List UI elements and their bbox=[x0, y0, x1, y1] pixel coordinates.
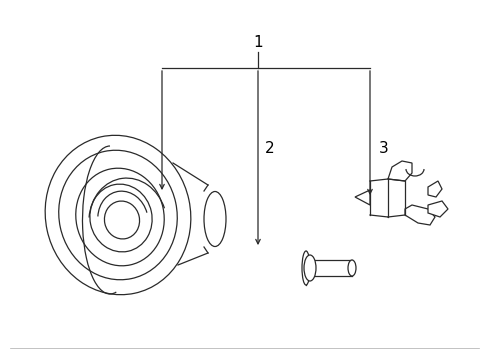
Polygon shape bbox=[404, 205, 434, 225]
Ellipse shape bbox=[347, 260, 355, 276]
Ellipse shape bbox=[203, 192, 225, 247]
Text: 2: 2 bbox=[264, 140, 274, 156]
Ellipse shape bbox=[302, 251, 309, 285]
Polygon shape bbox=[427, 181, 441, 197]
Text: 3: 3 bbox=[378, 140, 388, 156]
Text: 1: 1 bbox=[253, 35, 262, 50]
Ellipse shape bbox=[304, 255, 315, 281]
Polygon shape bbox=[387, 161, 411, 181]
Polygon shape bbox=[427, 201, 447, 217]
Polygon shape bbox=[354, 190, 369, 205]
